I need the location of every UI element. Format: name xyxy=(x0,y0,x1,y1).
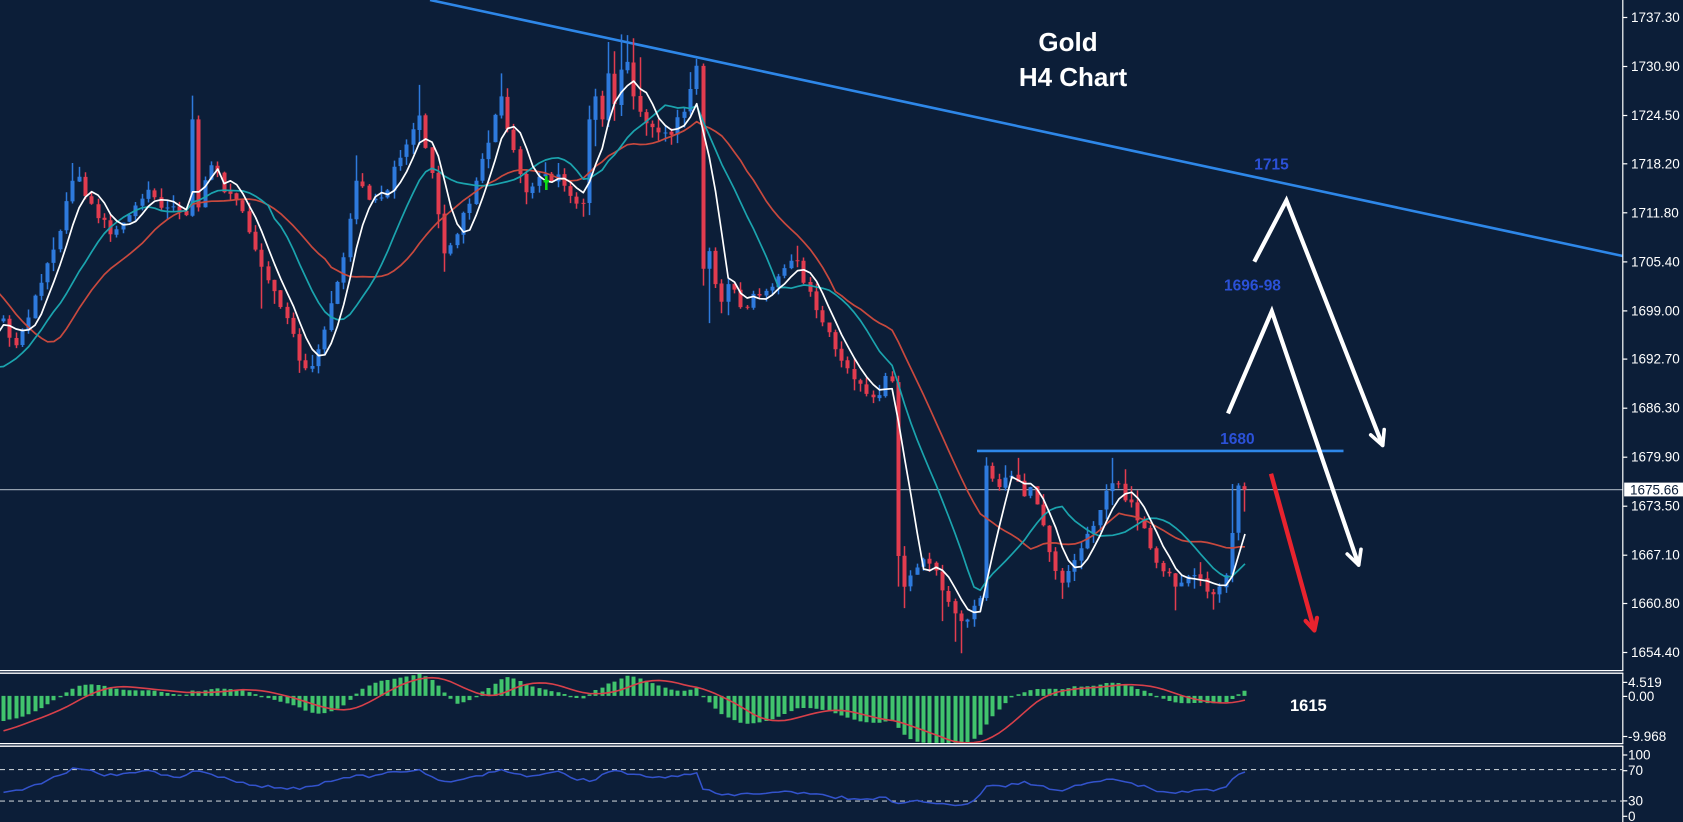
svg-text:1718.20: 1718.20 xyxy=(1631,156,1680,171)
svg-text:70: 70 xyxy=(1628,763,1643,778)
svg-text:1680: 1680 xyxy=(1220,431,1254,448)
svg-text:-9.968: -9.968 xyxy=(1628,729,1666,744)
svg-text:0.00: 0.00 xyxy=(1628,689,1654,704)
svg-text:1699.00: 1699.00 xyxy=(1631,303,1680,318)
svg-text:1715: 1715 xyxy=(1254,157,1289,174)
svg-text:100: 100 xyxy=(1628,748,1651,763)
svg-text:1737.30: 1737.30 xyxy=(1631,10,1680,25)
svg-text:1724.50: 1724.50 xyxy=(1631,108,1680,123)
svg-text:1692.70: 1692.70 xyxy=(1631,352,1680,367)
svg-text:1673.50: 1673.50 xyxy=(1631,499,1680,514)
svg-text:1705.40: 1705.40 xyxy=(1631,254,1680,269)
svg-text:1660.80: 1660.80 xyxy=(1631,596,1680,611)
svg-text:4.519: 4.519 xyxy=(1628,675,1662,690)
svg-text:1667.10: 1667.10 xyxy=(1631,548,1680,563)
svg-text:1686.30: 1686.30 xyxy=(1631,401,1680,416)
svg-text:H4 Chart: H4 Chart xyxy=(1019,62,1128,92)
svg-text:1711.80: 1711.80 xyxy=(1631,205,1679,220)
svg-text:1654.40: 1654.40 xyxy=(1631,645,1680,660)
svg-text:0: 0 xyxy=(1628,809,1636,822)
svg-text:1615: 1615 xyxy=(1290,697,1327,715)
svg-text:1730.90: 1730.90 xyxy=(1631,59,1680,74)
svg-text:30: 30 xyxy=(1628,793,1643,808)
svg-text:Gold: Gold xyxy=(1038,27,1097,57)
svg-text:1675.66: 1675.66 xyxy=(1630,482,1679,497)
svg-text:1696-98: 1696-98 xyxy=(1224,278,1281,295)
svg-text:1679.90: 1679.90 xyxy=(1631,450,1680,465)
